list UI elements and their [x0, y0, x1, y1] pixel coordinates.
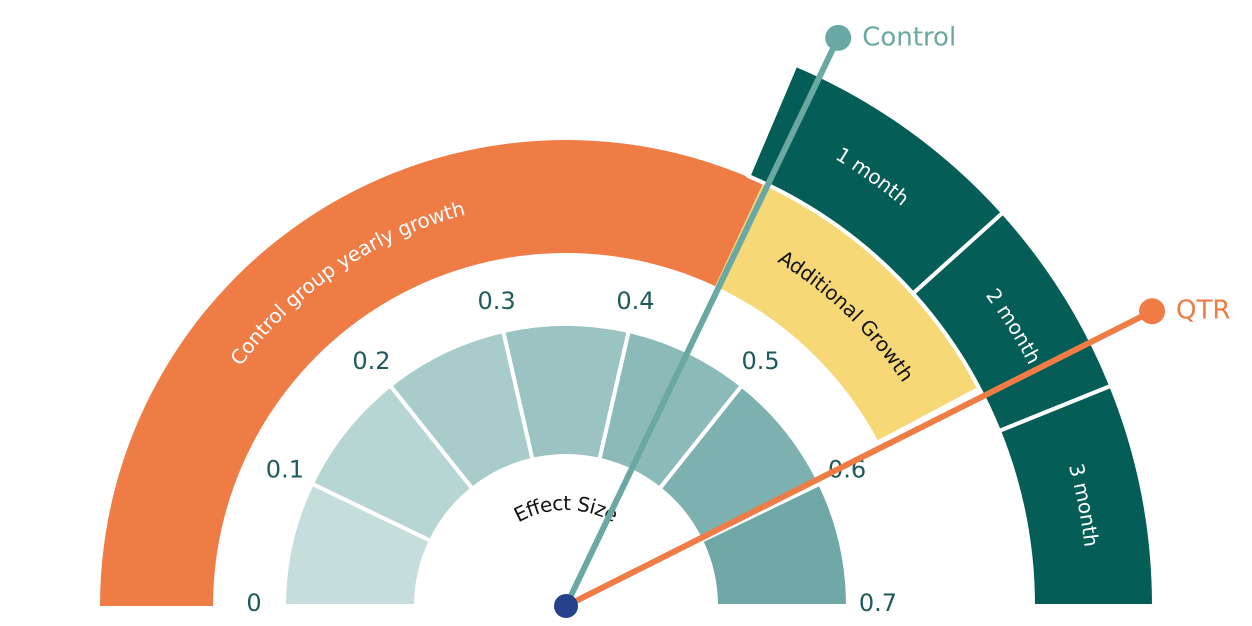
- needle-tip: [825, 24, 852, 51]
- needle-label: QTR: [1176, 296, 1230, 326]
- needle-tip: [1139, 298, 1166, 325]
- effect-segment: [698, 480, 851, 608]
- tick-label: 0.4: [616, 287, 654, 315]
- needle-label: Control: [862, 22, 956, 52]
- tick-label: 0: [246, 589, 261, 617]
- needle: [563, 36, 841, 608]
- tick-label: 0.1: [266, 456, 304, 484]
- control-growth-band: [100, 139, 763, 606]
- needle: [564, 308, 1154, 609]
- tick-label: 0.2: [352, 347, 390, 375]
- month-band: [996, 383, 1157, 608]
- tick-label: 0.3: [477, 287, 515, 315]
- tick-label: 0.7: [859, 589, 897, 617]
- additional-growth-band: [715, 183, 978, 441]
- needle-pivot: [554, 594, 578, 618]
- tick-label: 0.5: [741, 347, 779, 375]
